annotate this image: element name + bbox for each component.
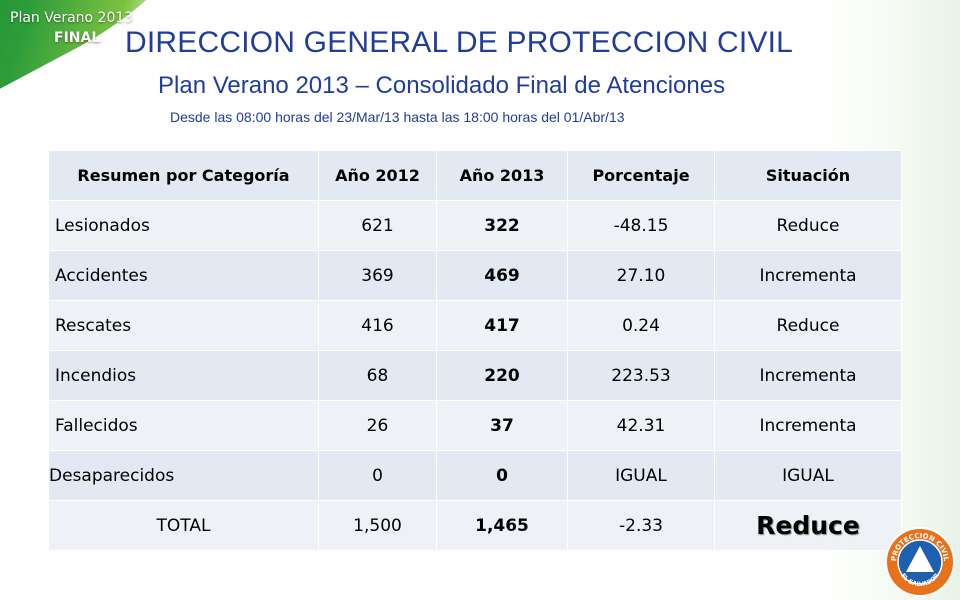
- table-row: Desaparecidos 0 0 IGUAL IGUAL: [48, 450, 902, 501]
- table-total-row: TOTAL 1,500 1,465 -2.33 Reduce: [48, 500, 902, 551]
- total-year-2012: 1,500: [318, 500, 437, 551]
- row-year-2013: 417: [436, 300, 568, 351]
- row-year-2012: 26: [318, 400, 437, 451]
- header-situation: Situación: [714, 150, 902, 201]
- total-year-2013: 1,465: [436, 500, 568, 551]
- table-row: Incendios 68 220 223.53 Incrementa: [48, 350, 902, 401]
- row-percentage: 0.24: [567, 300, 715, 351]
- proteccion-civil-logo-icon: PROTECCION CIVIL EL SALVADOR: [885, 527, 955, 597]
- ribbon-line-1: Plan Verano 2013: [10, 10, 134, 26]
- row-category: Incendios: [48, 350, 319, 401]
- ribbon-line-2: FINAL: [54, 30, 101, 46]
- row-percentage: 42.31: [567, 400, 715, 451]
- header-percentage: Porcentaje: [567, 150, 715, 201]
- table-row: Fallecidos 26 37 42.31 Incrementa: [48, 400, 902, 451]
- header-category: Resumen por Categoría: [48, 150, 319, 201]
- row-year-2013: 322: [436, 200, 568, 251]
- row-category: Desaparecidos: [48, 450, 319, 501]
- row-situation: Incrementa: [714, 250, 902, 301]
- row-year-2012: 416: [318, 300, 437, 351]
- table-header-row: Resumen por Categoría Año 2012 Año 2013 …: [48, 150, 902, 201]
- page-title: DIRECCION GENERAL DE PROTECCION CIVIL: [125, 26, 794, 59]
- row-year-2013: 469: [436, 250, 568, 301]
- row-percentage: IGUAL: [567, 450, 715, 501]
- row-percentage: -48.15: [567, 200, 715, 251]
- table-row: Accidentes 369 469 27.10 Incrementa: [48, 250, 902, 301]
- row-situation: Reduce: [714, 200, 902, 251]
- table-row: Lesionados 621 322 -48.15 Reduce: [48, 200, 902, 251]
- row-category: Accidentes: [48, 250, 319, 301]
- header-year-2013: Año 2013: [436, 150, 568, 201]
- row-year-2012: 68: [318, 350, 437, 401]
- total-situation: Reduce: [714, 500, 902, 551]
- ribbon-label: Plan Verano 2013 FINAL: [10, 8, 133, 48]
- row-category: Fallecidos: [48, 400, 319, 451]
- total-percentage: -2.33: [567, 500, 715, 551]
- row-category: Lesionados: [48, 200, 319, 251]
- row-percentage: 27.10: [567, 250, 715, 301]
- row-year-2013: 0: [436, 450, 568, 501]
- row-year-2012: 369: [318, 250, 437, 301]
- date-range: Desde las 08:00 horas del 23/Mar/13 hast…: [170, 109, 625, 125]
- row-year-2012: 621: [318, 200, 437, 251]
- row-category: Rescates: [48, 300, 319, 351]
- row-year-2013: 37: [436, 400, 568, 451]
- row-situation: IGUAL: [714, 450, 902, 501]
- row-situation: Incrementa: [714, 350, 902, 401]
- page-subtitle: Plan Verano 2013 – Consolidado Final de …: [158, 72, 726, 99]
- summary-table: Resumen por Categoría Año 2012 Año 2013 …: [48, 150, 902, 551]
- total-label: TOTAL: [48, 500, 319, 551]
- row-situation: Incrementa: [714, 400, 902, 451]
- header-year-2012: Año 2012: [318, 150, 437, 201]
- row-year-2012: 0: [318, 450, 437, 501]
- row-situation: Reduce: [714, 300, 902, 351]
- table-row: Rescates 416 417 0.24 Reduce: [48, 300, 902, 351]
- row-percentage: 223.53: [567, 350, 715, 401]
- row-year-2013: 220: [436, 350, 568, 401]
